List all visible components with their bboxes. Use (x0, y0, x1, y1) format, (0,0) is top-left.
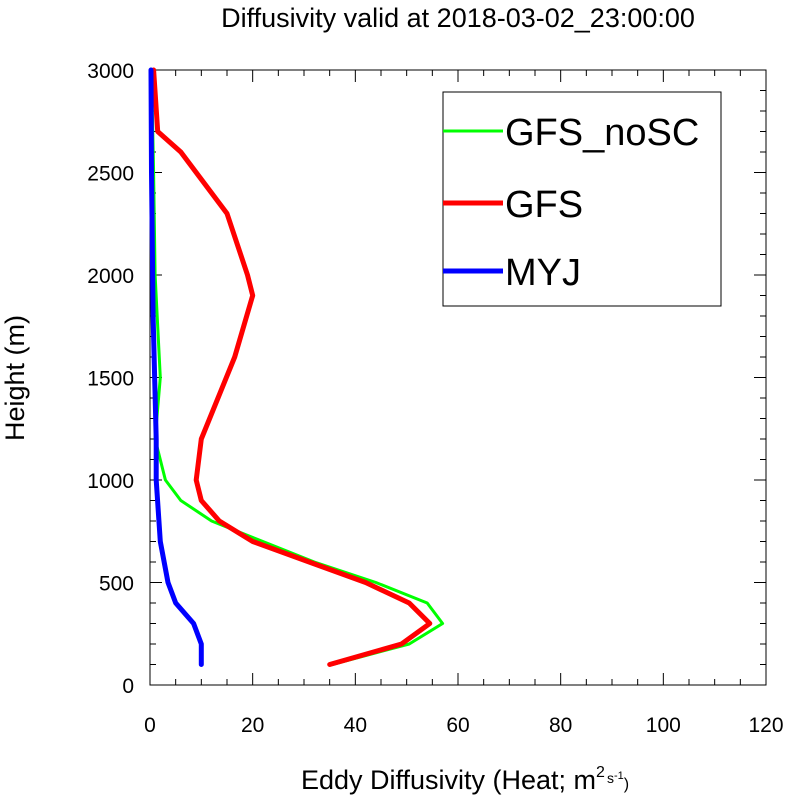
legend-label: MYJ (505, 252, 581, 294)
x-tick-label: 0 (144, 714, 156, 737)
legend-label: GFS (505, 184, 583, 226)
x-tick-label: 40 (344, 714, 367, 737)
y-tick-label: 3000 (87, 60, 134, 83)
y-tick-label: 2000 (87, 265, 134, 288)
x-tick-label: 100 (646, 714, 681, 737)
x-axis-label-main: Eddy Diffusivity (Heat; m (301, 765, 596, 795)
y-tick-label: 500 (99, 573, 134, 596)
x-axis-label-unit2: s (607, 770, 614, 786)
y-axis-label: Height (m) (0, 315, 30, 441)
y-tick-label: 1000 (87, 470, 134, 493)
series-line-gfs (151, 67, 433, 667)
y-tick-label: 1500 (87, 368, 134, 391)
x-tick-label: 60 (446, 714, 469, 737)
legend: GFS_noSC GFS MYJ (442, 91, 722, 307)
series-line-gfs-nosc (150, 68, 445, 666)
x-tick-label: 80 (549, 714, 572, 737)
axis-ticks (149, 69, 767, 686)
x-axis-label-sup1: 2 (596, 764, 605, 781)
legend-label: GFS_noSC (505, 112, 699, 154)
series-lines (148, 67, 445, 667)
y-tick-label: 2500 (87, 163, 134, 186)
x-axis-label: Eddy Diffusivity (Heat; m2 s-1) (301, 764, 629, 795)
x-axis-label-sup2: -1 (614, 770, 624, 782)
x-tick-label: 20 (241, 714, 264, 737)
x-axis-label-close: ) (624, 776, 629, 793)
y-tick-label: 0 (122, 675, 134, 698)
x-tick-label: 120 (748, 714, 783, 737)
chart-title: Diffusivity valid at 2018-03-02_23:00:00 (221, 3, 695, 33)
series-line-myj (148, 67, 204, 667)
axis-tick-labels: 0 20 40 60 80 100 120 0 500 1000 1500 2000 2500 3000 (87, 60, 783, 737)
